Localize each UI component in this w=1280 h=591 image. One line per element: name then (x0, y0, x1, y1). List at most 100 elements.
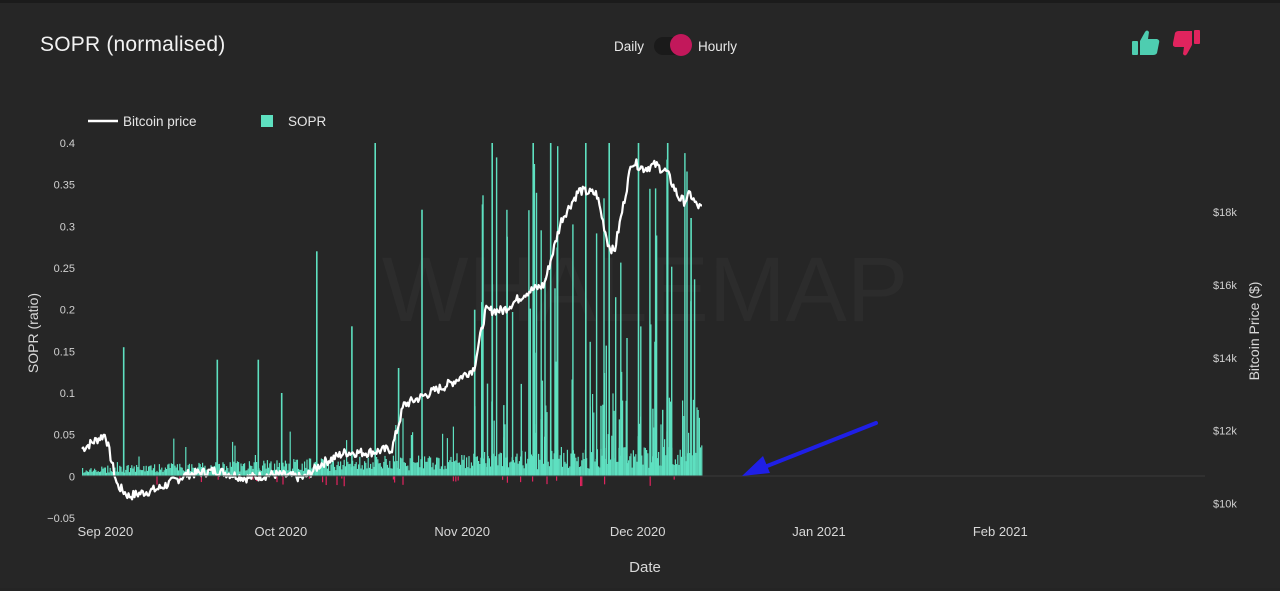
y-axis-left-title: SOPR (ratio) (25, 293, 41, 373)
sopr-bar (460, 464, 462, 477)
sopr-spike (544, 278, 546, 477)
sopr-bar (539, 459, 541, 477)
sopr-bar (134, 471, 136, 477)
sopr-bar (696, 407, 698, 477)
sopr-bar (144, 471, 146, 477)
sopr-bar (391, 468, 393, 477)
sopr-bar (490, 466, 492, 477)
sopr-spike (605, 345, 607, 477)
sopr-bar (340, 461, 342, 477)
sopr-bar (524, 451, 526, 477)
sopr-bar (432, 462, 434, 477)
sopr-bar (438, 458, 440, 477)
sopr-bar (419, 467, 421, 477)
sopr-bar (446, 438, 448, 477)
sopr-bar (439, 468, 441, 477)
sopr-bar (682, 400, 684, 477)
sopr-bar (558, 458, 560, 477)
sopr-spike (532, 143, 534, 477)
sopr-bar (442, 433, 444, 477)
sopr-bar (624, 447, 626, 477)
toggle-label-daily[interactable]: Daily (614, 38, 645, 54)
sopr-bar (559, 455, 561, 477)
sopr-bar (553, 453, 555, 477)
sopr-spike (654, 341, 656, 477)
sopr-bar (551, 450, 553, 477)
sopr-bar (305, 467, 307, 477)
sopr-bar (632, 450, 634, 477)
sopr-bar (354, 464, 356, 477)
sopr-bar (445, 468, 447, 477)
sopr-bar (97, 471, 99, 477)
sopr-bar (512, 460, 514, 477)
sopr-bar (565, 463, 567, 477)
y-axis-left: 0.4 0.35 0.3 0.25 0.2 0.15 0.1 0.05 0 −0.05 (47, 138, 75, 525)
sopr-bar (244, 463, 246, 477)
sopr-bar (376, 457, 378, 477)
toggle-knob[interactable] (670, 34, 693, 56)
sopr-bar (154, 464, 156, 477)
sopr-bar (569, 466, 571, 477)
y-left-tick-label: 0.4 (60, 138, 75, 150)
thumbs-up-icon[interactable] (1131, 29, 1161, 57)
sopr-bar (377, 459, 379, 477)
sopr-bar (96, 471, 98, 477)
sopr-bar (294, 462, 296, 477)
sopr-bar (431, 467, 433, 477)
sopr-bar (124, 472, 126, 477)
sopr-bar (232, 441, 234, 477)
thumbs-down-icon[interactable] (1173, 29, 1203, 57)
sopr-bar (140, 470, 142, 477)
sopr-spike (615, 297, 617, 477)
sopr-bar (383, 461, 385, 477)
legend: Bitcoin price SOPR (88, 114, 327, 129)
sopr-bar (691, 455, 693, 477)
sopr-bar (181, 467, 183, 477)
sopr-bar (247, 468, 249, 477)
sopr-bar (394, 461, 396, 477)
y-left-tick-label: −0.05 (47, 513, 75, 525)
sopr-bar (373, 466, 375, 477)
sopr-spike (637, 143, 640, 477)
x-tick-label: Oct 2020 (254, 524, 307, 539)
sopr-bar (98, 472, 100, 477)
sopr-bar (672, 464, 674, 477)
sopr-bar (536, 469, 538, 477)
y-right-tick-label: $14k (1213, 353, 1237, 365)
sopr-bar (545, 405, 547, 477)
sopr-bar (209, 471, 211, 477)
sopr-bar (166, 469, 168, 477)
sopr-bar (336, 465, 338, 477)
sopr-bar (361, 465, 363, 477)
sopr-bar (178, 470, 180, 477)
sopr-bar (634, 456, 636, 477)
x-tick-label: Dec 2020 (610, 524, 666, 539)
toggle-label-hourly[interactable]: Hourly (698, 38, 738, 54)
sopr-bar (616, 461, 618, 477)
sopr-bar (355, 462, 357, 477)
sopr-bar (527, 458, 529, 477)
legend-sopr-label[interactable]: SOPR (288, 114, 327, 129)
sopr-bar (133, 466, 135, 477)
interval-toggle[interactable] (654, 34, 693, 56)
sopr-bar (226, 466, 228, 477)
sopr-bar (564, 461, 566, 477)
sopr-bar (215, 462, 217, 477)
sopr-bar (623, 447, 625, 477)
sopr-bar (400, 457, 402, 477)
sopr-bar (504, 424, 506, 477)
sopr-bar (422, 468, 424, 477)
sopr-bar (102, 468, 104, 477)
sopr-bar (89, 469, 91, 477)
sopr-bar (101, 466, 103, 477)
sopr-bar (229, 462, 231, 477)
sopr-bar (284, 460, 286, 477)
sopr-bar (677, 454, 679, 477)
sopr-bar (631, 467, 633, 477)
legend-price-label[interactable]: Bitcoin price (123, 114, 197, 129)
sopr-bar (475, 456, 477, 477)
sopr-bar (386, 464, 388, 477)
sopr-bar (473, 453, 475, 477)
sopr-bar (221, 469, 223, 477)
